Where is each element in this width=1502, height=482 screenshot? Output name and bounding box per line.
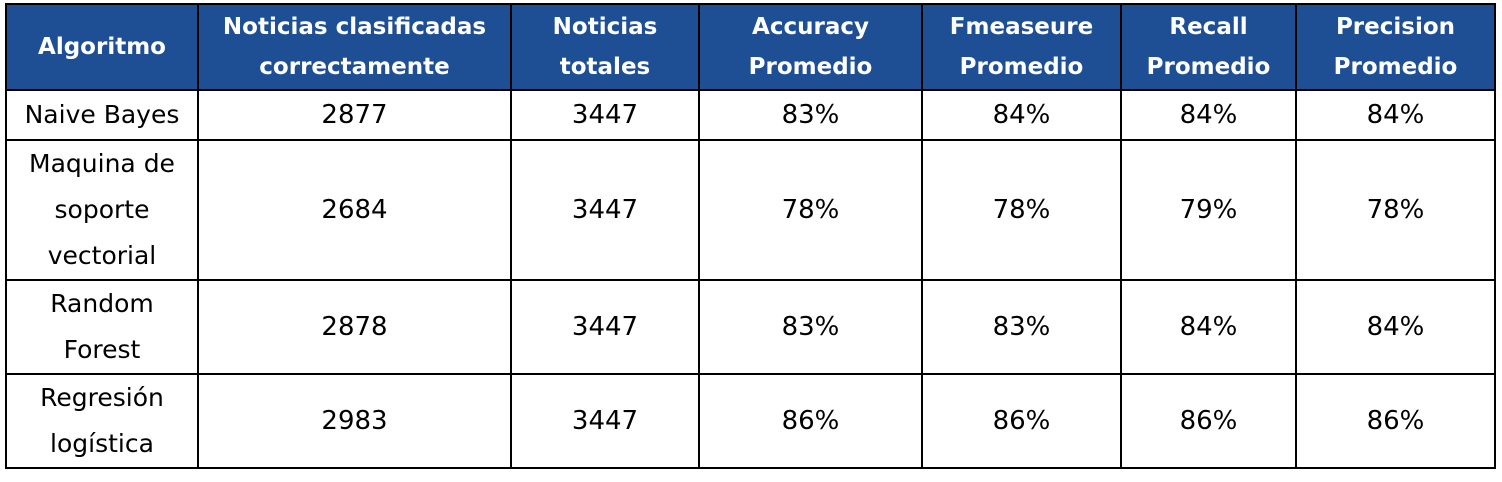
cell-algoritmo: Random Forest bbox=[5, 279, 199, 375]
header-row: Algoritmo Noticias clasificadas correcta… bbox=[5, 3, 1496, 91]
header-fmeasure: Fmeaseure Promedio bbox=[921, 3, 1122, 91]
cell-precision: 84% bbox=[1295, 279, 1496, 375]
cell-algoritmo: Naive Bayes bbox=[5, 89, 199, 141]
cell-accuracy: 83% bbox=[698, 89, 923, 141]
table-header: Algoritmo Noticias clasificadas correcta… bbox=[5, 3, 1496, 91]
cell-noticias-clasificadas: 2983 bbox=[197, 373, 512, 469]
cell-noticias-totales: 3447 bbox=[510, 139, 700, 281]
header-noticias-totales: Noticias totales bbox=[510, 3, 700, 91]
table-row: Random Forest 2878 3447 83% 83% 84% 84% bbox=[5, 279, 1496, 375]
cell-noticias-totales: 3447 bbox=[510, 373, 700, 469]
table-row: Maquina de soporte vectorial 2684 3447 7… bbox=[5, 139, 1496, 281]
cell-noticias-clasificadas: 2878 bbox=[197, 279, 512, 375]
cell-noticias-totales: 3447 bbox=[510, 89, 700, 141]
cell-algoritmo: Maquina de soporte vectorial bbox=[5, 139, 199, 281]
cell-noticias-clasificadas: 2877 bbox=[197, 89, 512, 141]
cell-accuracy: 83% bbox=[698, 279, 923, 375]
table-row: Naive Bayes 2877 3447 83% 84% 84% 84% bbox=[5, 89, 1496, 141]
cell-recall: 84% bbox=[1120, 89, 1297, 141]
cell-fmeasure: 83% bbox=[921, 279, 1122, 375]
cell-fmeasure: 86% bbox=[921, 373, 1122, 469]
cell-accuracy: 78% bbox=[698, 139, 923, 281]
cell-fmeasure: 78% bbox=[921, 139, 1122, 281]
header-algoritmo: Algoritmo bbox=[5, 3, 199, 91]
cell-fmeasure: 84% bbox=[921, 89, 1122, 141]
cell-precision: 78% bbox=[1295, 139, 1496, 281]
header-precision: Precision Promedio bbox=[1295, 3, 1496, 91]
cell-accuracy: 86% bbox=[698, 373, 923, 469]
cell-noticias-totales: 3447 bbox=[510, 279, 700, 375]
table-row: Regresión logística 2983 3447 86% 86% 86… bbox=[5, 373, 1496, 469]
table-body: Naive Bayes 2877 3447 83% 84% 84% 84% Ma… bbox=[5, 89, 1496, 469]
cell-recall: 84% bbox=[1120, 279, 1297, 375]
header-recall: Recall Promedio bbox=[1120, 3, 1297, 91]
cell-precision: 84% bbox=[1295, 89, 1496, 141]
cell-recall: 79% bbox=[1120, 139, 1297, 281]
results-table: Algoritmo Noticias clasificadas correcta… bbox=[5, 3, 1496, 469]
cell-precision: 86% bbox=[1295, 373, 1496, 469]
cell-noticias-clasificadas: 2684 bbox=[197, 139, 512, 281]
cell-recall: 86% bbox=[1120, 373, 1297, 469]
cell-algoritmo: Regresión logística bbox=[5, 373, 199, 469]
header-noticias-clasificadas: Noticias clasificadas correctamente bbox=[197, 3, 512, 91]
header-accuracy: Accuracy Promedio bbox=[698, 3, 923, 91]
